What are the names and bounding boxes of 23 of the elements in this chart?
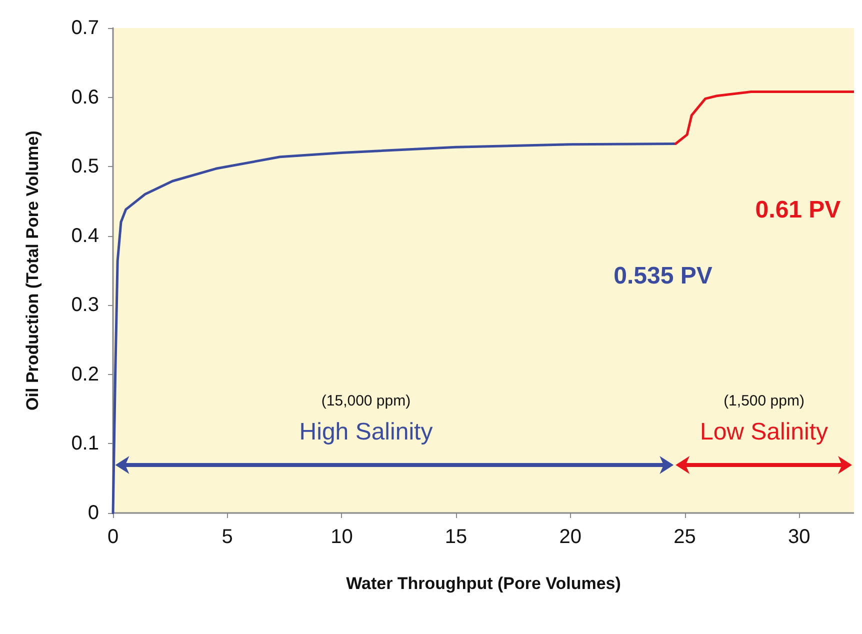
y-tick-label: 0 — [88, 502, 99, 524]
annotation: 0.61 PV — [755, 196, 841, 224]
annotation: (1,500 ppm) Low Salinity — [700, 392, 828, 446]
x-tick-label: 30 — [788, 526, 810, 548]
y-tick-label: 0.1 — [71, 432, 99, 455]
y-tick-label: 0.6 — [71, 86, 99, 108]
line-series — [674, 90, 854, 145]
x-axis-title: Water Throughput (Pore Volumes) — [346, 574, 621, 593]
x-tick-label: 0 — [107, 526, 119, 548]
y-tick-label: 0.3 — [71, 294, 99, 316]
y-tick-label: 0.7 — [71, 17, 99, 39]
annotation: 0.535 PV — [614, 262, 712, 290]
annotation: (15,000 ppm) High Salinity — [299, 392, 433, 446]
y-tick-label: 0.2 — [71, 363, 99, 386]
line-series — [112, 142, 677, 514]
x-tick-label: 15 — [444, 526, 468, 548]
x-tick-label: 5 — [222, 526, 233, 548]
x-tick-label: 10 — [330, 526, 353, 548]
y-tick-label: 0.4 — [71, 224, 99, 247]
x-tick-label: 20 — [559, 526, 582, 548]
y-tick-label: 0.5 — [71, 156, 99, 178]
x-tick-label: 25 — [674, 526, 696, 548]
y-axis-title: Oil Production (Total Pore Volume) — [23, 130, 42, 410]
